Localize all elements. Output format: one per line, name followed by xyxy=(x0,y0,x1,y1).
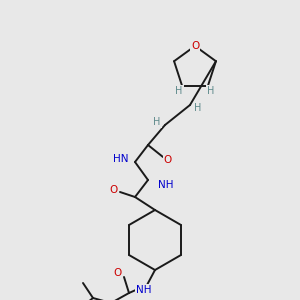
Text: O: O xyxy=(164,155,172,165)
Text: O: O xyxy=(191,41,199,51)
Text: H: H xyxy=(194,103,202,113)
Text: O: O xyxy=(114,268,122,278)
Text: O: O xyxy=(109,185,117,195)
Text: H: H xyxy=(207,86,214,96)
Text: NH: NH xyxy=(136,285,152,295)
Text: HN: HN xyxy=(112,154,128,164)
Text: H: H xyxy=(153,117,161,127)
Text: H: H xyxy=(176,86,183,96)
Text: NH: NH xyxy=(158,180,173,190)
